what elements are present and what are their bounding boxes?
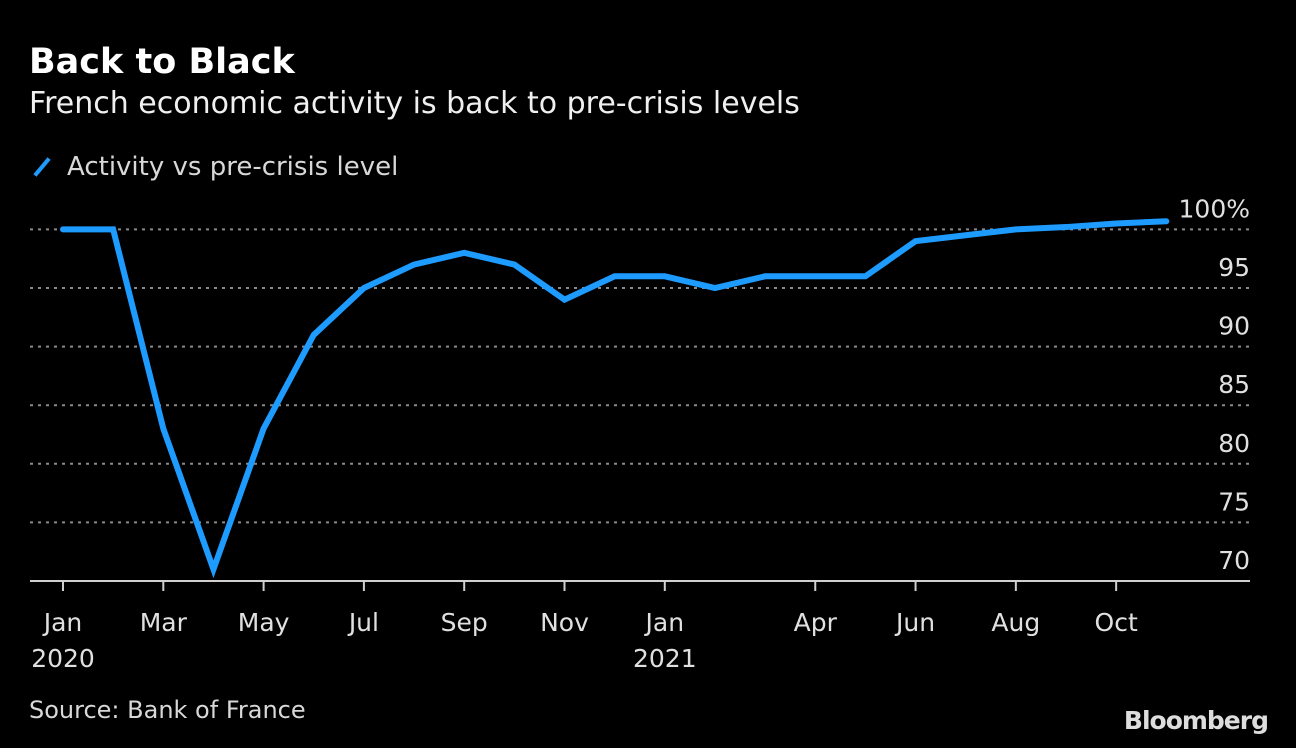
x-tick-year-label: 2020 bbox=[31, 644, 95, 673]
x-tick-label: Sep bbox=[441, 608, 488, 637]
x-tick-label: May bbox=[238, 608, 290, 637]
x-tick-label: Jan bbox=[644, 608, 685, 637]
legend-label: Activity vs pre-crisis level bbox=[67, 152, 399, 182]
chart-subtitle: French economic activity is back to pre-… bbox=[29, 86, 800, 121]
x-tick-label: Apr bbox=[794, 608, 838, 637]
x-tick-label: Jan bbox=[42, 608, 83, 637]
x-tick-label: Nov bbox=[540, 608, 589, 637]
x-tick-label: Jul bbox=[347, 608, 379, 637]
source-note: Source: Bank of France bbox=[29, 696, 306, 724]
bloomberg-logo: Bloomberg bbox=[1123, 706, 1269, 735]
y-tick-label: 70 bbox=[1218, 546, 1250, 575]
y-tick-label: 75 bbox=[1218, 487, 1250, 516]
y-tick-label: 85 bbox=[1218, 370, 1250, 399]
y-tick-label: 100% bbox=[1179, 194, 1250, 223]
chart-title: Back to Black bbox=[29, 42, 295, 82]
series-line-activity bbox=[60, 218, 1170, 579]
x-tick-year-label: 2021 bbox=[633, 644, 697, 673]
x-tick-label: Oct bbox=[1095, 608, 1138, 637]
x-tick-label: Mar bbox=[140, 608, 188, 637]
y-tick-label: 90 bbox=[1218, 312, 1250, 341]
x-tick-label: Aug bbox=[991, 608, 1040, 637]
y-tick-label: 80 bbox=[1218, 429, 1250, 458]
legend: Activity vs pre-crisis level bbox=[31, 152, 398, 182]
x-tick-label: Jun bbox=[894, 608, 935, 637]
y-tick-label: 95 bbox=[1218, 253, 1250, 282]
